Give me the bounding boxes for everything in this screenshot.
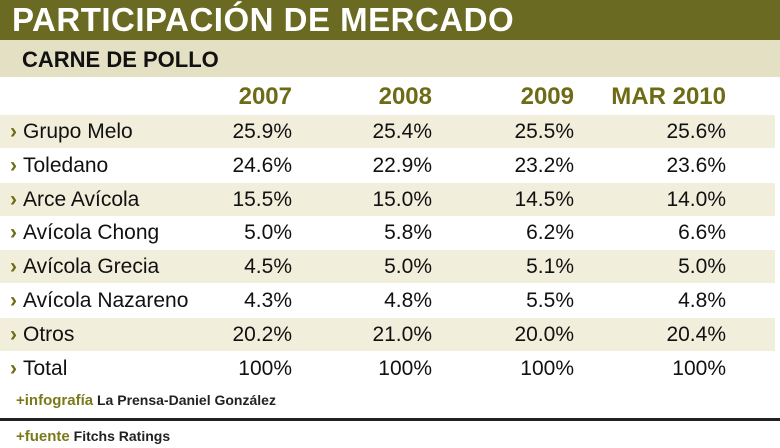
row-label: › Arce Avícola [10, 183, 139, 216]
row-label-text: Arce Avícola [23, 187, 140, 211]
cell-value: 4.5% [244, 255, 292, 279]
cell-value: 5.0% [678, 255, 726, 279]
arrow-icon: › [10, 120, 17, 143]
table-row: › Arce Avícola 15.5% 15.0% 14.5% 14.0% [0, 182, 775, 216]
cell-value: 22.9% [372, 153, 432, 177]
cell-value: 5.0% [244, 221, 292, 245]
table-row: › Avícola Nazareno 4.3% 4.8% 5.5% 4.8% [0, 284, 775, 317]
cell-value: 6.6% [678, 221, 726, 245]
cell-value: 4.8% [384, 289, 432, 312]
row-label-text: Avícola Chong [23, 221, 160, 245]
cell-value: 25.9% [232, 120, 292, 143]
column-header: 2007 [238, 83, 292, 110]
row-label: › Toledano [10, 149, 108, 182]
arrow-icon: › [10, 255, 17, 279]
credit-value: Fitchs Ratings [73, 428, 171, 444]
arrow-icon: › [10, 356, 17, 380]
cell-value: 5.0% [384, 255, 432, 279]
arrow-icon: › [10, 221, 17, 245]
cell-value: 100% [378, 356, 432, 380]
credit-value: La Prensa-Daniel González [97, 392, 276, 408]
row-label: › Avícola Nazareno [10, 284, 188, 317]
row-label-text: Total [23, 356, 68, 380]
cell-value: 100% [520, 356, 574, 380]
credit-infografia: +infografía La Prensa-Daniel González [16, 392, 276, 409]
cell-value: 20.4% [666, 322, 726, 346]
row-label-text: Otros [23, 322, 75, 346]
row-label: › Avícola Chong [10, 216, 159, 249]
cell-value: 6.2% [526, 221, 574, 245]
credit-fuente: +fuente Fitchs Ratings [16, 428, 170, 445]
page-title: PARTICIPACIÓN DE MERCADO [0, 0, 780, 40]
divider [0, 418, 780, 421]
credit-key: +fuente [16, 428, 70, 445]
cell-value: 100% [238, 356, 292, 380]
cell-value: 100% [672, 356, 726, 380]
cell-value: 25.6% [666, 120, 726, 143]
cell-value: 20.0% [514, 322, 574, 346]
row-label: › Grupo Melo [10, 115, 133, 148]
cell-value: 15.0% [372, 187, 432, 211]
table-row: › Otros 20.2% 21.0% 20.0% 20.4% [0, 317, 775, 351]
cell-value: 21.0% [372, 322, 432, 346]
arrow-icon: › [10, 322, 17, 346]
cell-value: 4.8% [678, 289, 726, 312]
subtitle: CARNE DE POLLO [0, 40, 780, 77]
arrow-icon: › [10, 153, 17, 177]
cell-value: 23.2% [514, 153, 574, 177]
cell-value: 25.5% [514, 120, 574, 143]
column-header: 2009 [520, 83, 574, 110]
cell-value: 25.4% [372, 120, 432, 143]
table-row: › Avícola Grecia 4.5% 5.0% 5.1% 5.0% [0, 250, 775, 284]
column-headers: 2007 2008 2009 MAR 2010 [0, 78, 780, 114]
arrow-icon: › [10, 187, 17, 211]
cell-value: 5.1% [526, 255, 574, 279]
table-row: › Total 100% 100% 100% 100% [0, 352, 775, 385]
cell-value: 24.6% [232, 153, 292, 177]
cell-value: 14.0% [666, 187, 726, 211]
cell-value: 20.2% [232, 322, 292, 346]
row-label-text: Grupo Melo [23, 120, 133, 143]
cell-value: 14.5% [514, 187, 574, 211]
row-label: › Otros [10, 318, 74, 351]
credit-key: +infografía [16, 392, 94, 409]
arrow-icon: › [10, 289, 17, 312]
row-label: › Total [10, 352, 67, 385]
row-label-text: Avícola Grecia [23, 255, 160, 279]
cell-value: 5.8% [384, 221, 432, 245]
cell-value: 5.5% [526, 289, 574, 312]
row-label-text: Avícola Nazareno [23, 289, 189, 312]
cell-value: 23.6% [666, 153, 726, 177]
cell-value: 4.3% [244, 289, 292, 312]
table-row: › Toledano 24.6% 22.9% 23.2% 23.6% [0, 149, 775, 182]
row-label-text: Toledano [23, 153, 109, 177]
column-header: MAR 2010 [611, 83, 726, 110]
cell-value: 15.5% [232, 187, 292, 211]
table-row: › Grupo Melo 25.9% 25.4% 25.5% 25.6% [0, 115, 775, 148]
column-header: 2008 [378, 83, 432, 110]
table-row: › Avícola Chong 5.0% 5.8% 6.2% 6.6% [0, 216, 775, 249]
row-label: › Avícola Grecia [10, 250, 159, 283]
